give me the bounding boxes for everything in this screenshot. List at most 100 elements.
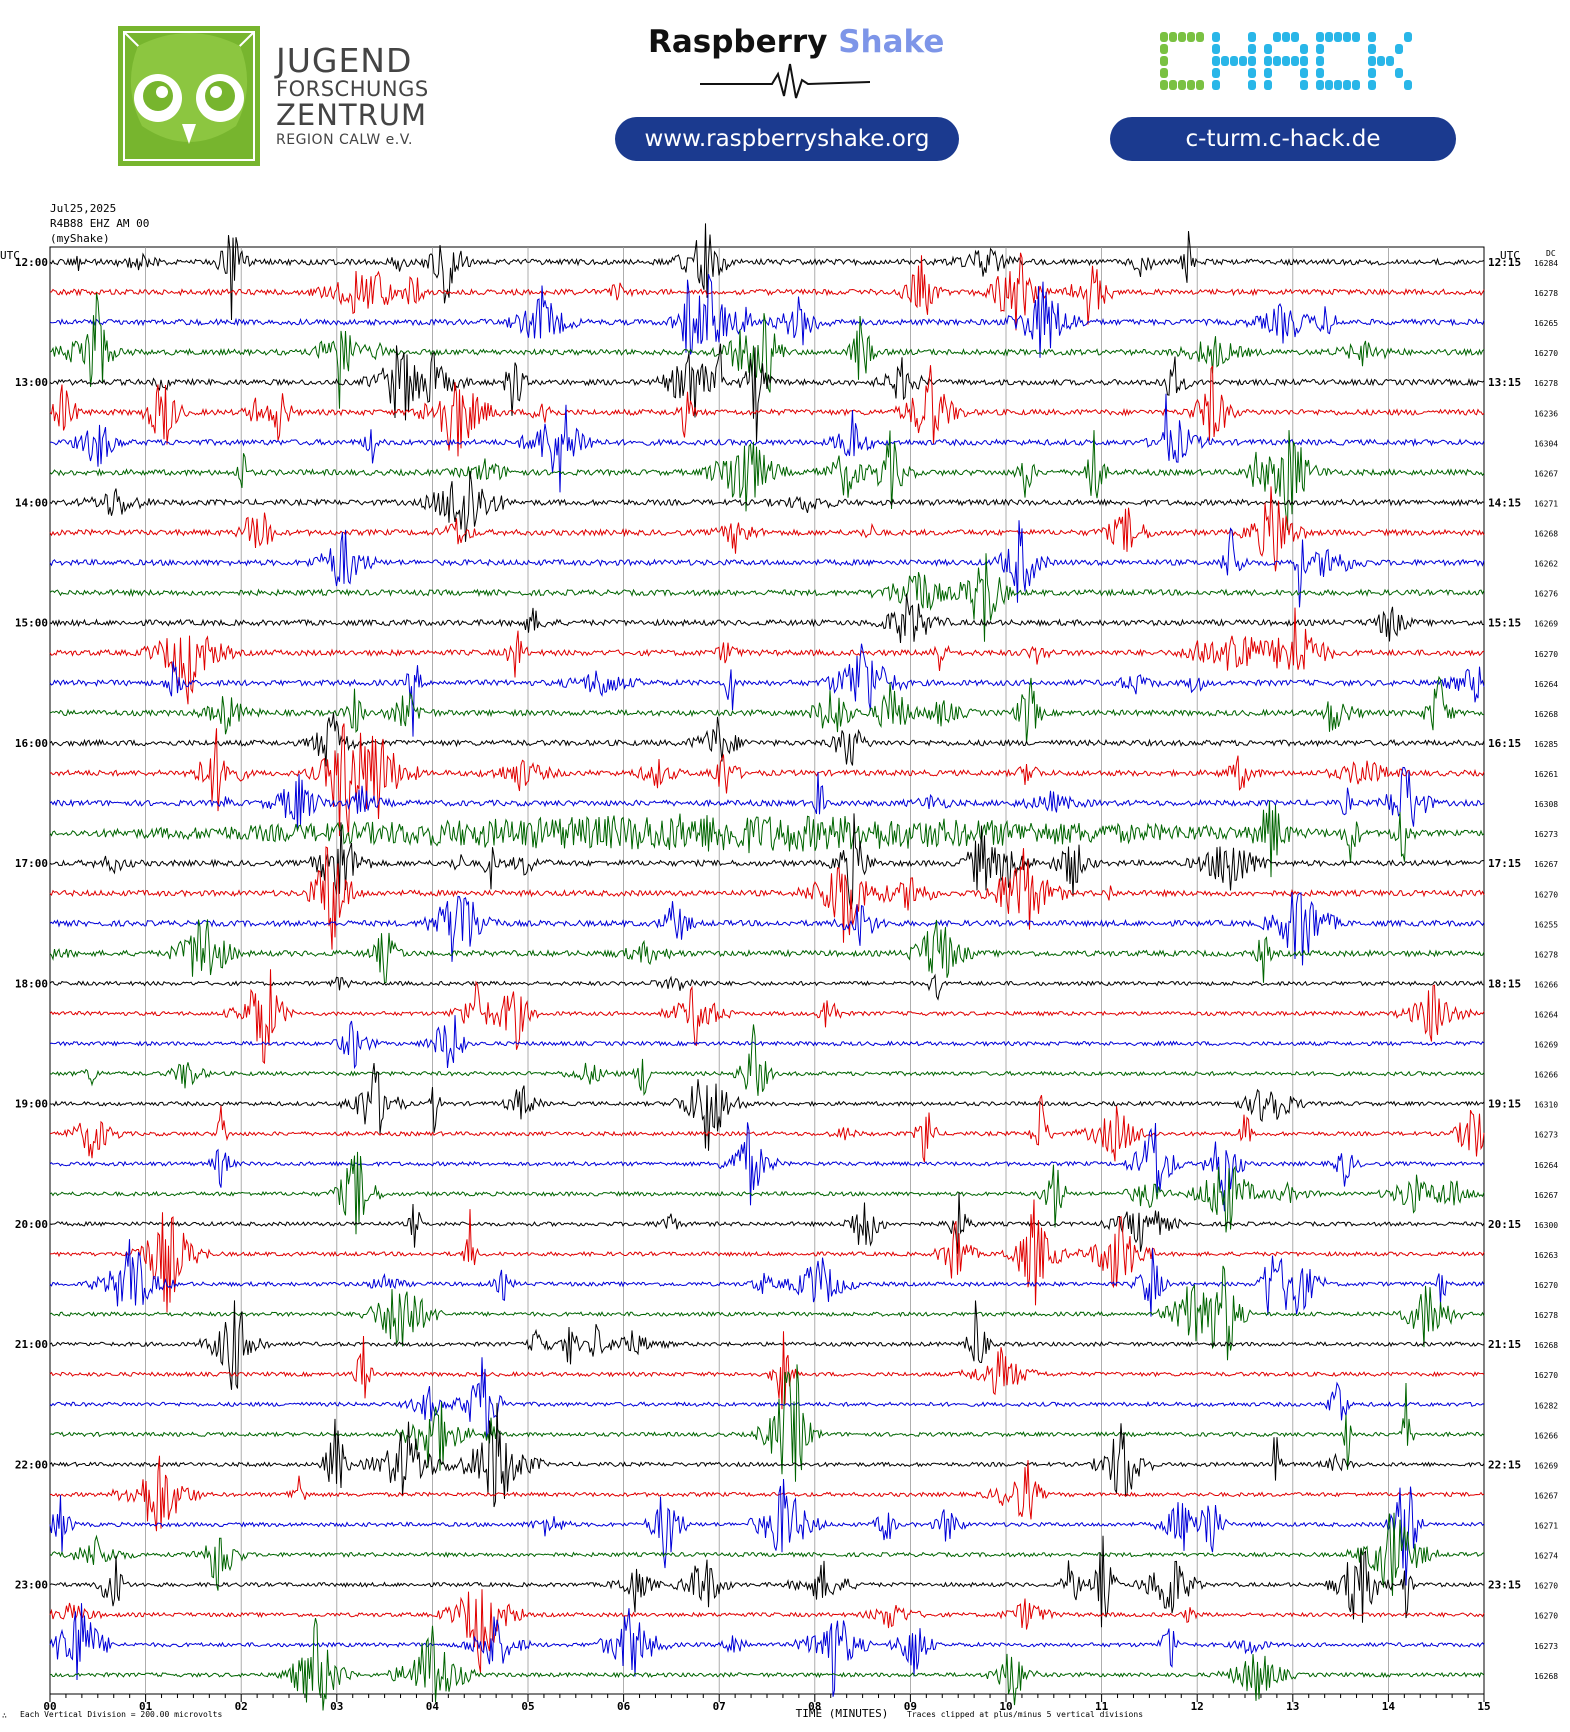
x-tick-label: 07 — [713, 1700, 726, 1713]
clip-note: Traces clipped at plus/minus 5 vertical … — [907, 1710, 1143, 1719]
dc-offset-label: 16271 — [1534, 499, 1558, 508]
seismic-trace — [49, 1095, 1485, 1163]
seismic-trace — [49, 766, 1485, 831]
seismic-trace — [49, 1024, 1485, 1096]
x-tick-label: 11 — [1095, 1700, 1109, 1713]
dc-offset-label: 16270 — [1534, 890, 1558, 899]
dc-offset-label: 16270 — [1534, 1582, 1558, 1591]
seismic-trace — [49, 723, 1485, 837]
seismic-trace — [49, 1331, 1485, 1410]
seismic-trace — [49, 343, 1485, 443]
seismic-trace — [49, 1512, 1485, 1596]
dc-offset-label: 16273 — [1534, 830, 1558, 839]
dc-offset-label: 16255 — [1534, 920, 1558, 929]
left-hour-label: 13:00 — [15, 376, 48, 389]
dc-offset-label: 16267 — [1534, 469, 1558, 478]
seismic-trace — [49, 1402, 1485, 1508]
left-hour-label: 22:00 — [15, 1458, 48, 1471]
x-tick-label: 10 — [999, 1700, 1012, 1713]
seismic-trace — [49, 1300, 1485, 1390]
seismic-trace — [49, 1478, 1485, 1586]
left-hour-label: 17:00 — [15, 857, 48, 870]
dc-offset-label: 16262 — [1534, 560, 1558, 569]
seismic-trace — [49, 470, 1485, 542]
plot-source: (myShake) — [50, 232, 110, 245]
right-hour-label: 22:15 — [1488, 1458, 1521, 1471]
left-hour-label: 23:00 — [15, 1579, 48, 1592]
seismic-trace — [49, 1603, 1485, 1697]
left-hour-label: 18:00 — [15, 977, 48, 990]
right-hour-label: 15:15 — [1488, 617, 1521, 630]
x-axis-title: TIME (MINUTES) — [796, 1707, 889, 1720]
left-hour-label: 12:00 — [15, 256, 48, 269]
label-layer: 12:00 13:00 14:00 15:00 16:00 17:00 18:00 19:00… — [15, 256, 1558, 1713]
dc-offset-label: 16270 — [1534, 349, 1558, 358]
dc-offset-label: 16267 — [1534, 1491, 1558, 1500]
x-tick-label: 05 — [521, 1700, 534, 1713]
dc-offset-label: 16273 — [1534, 1131, 1558, 1140]
right-hour-label: 16:15 — [1488, 737, 1521, 750]
right-hour-label: 17:15 — [1488, 857, 1521, 870]
owl-logo-icon — [118, 26, 260, 166]
dc-offset-label: 16270 — [1534, 1281, 1558, 1290]
x-tick-label: 03 — [330, 1700, 343, 1713]
seismic-trace — [49, 486, 1485, 572]
dc-offset-label: 16300 — [1534, 1221, 1558, 1230]
seismic-trace — [49, 1535, 1485, 1628]
seismic-trace — [49, 1364, 1485, 1482]
seismic-trace — [49, 292, 1485, 409]
seismic-wave-icon — [700, 63, 870, 99]
seismic-trace — [49, 1015, 1485, 1070]
x-tick-label: 14 — [1382, 1700, 1396, 1713]
org-line-3: ZENTRUM — [276, 98, 427, 132]
raspberryshake-url-link[interactable]: www.raspberryshake.org — [615, 117, 959, 161]
dc-offset-label: 16269 — [1534, 620, 1558, 629]
x-tick-label: 00 — [43, 1700, 56, 1713]
corner-mark: ∴ — [2, 1711, 7, 1720]
dc-offset-label: 16276 — [1534, 590, 1558, 599]
seismic-trace — [49, 800, 1485, 878]
seismic-trace — [49, 1199, 1485, 1313]
seismic-trace — [49, 846, 1485, 950]
dc-offset-label: 16310 — [1534, 1101, 1558, 1110]
x-tick-label: 09 — [904, 1700, 917, 1713]
seismic-trace — [49, 1357, 1485, 1438]
brand-raspberry: Raspberry — [648, 24, 828, 60]
seismic-trace — [49, 1122, 1485, 1212]
dc-offset-label: 16304 — [1534, 439, 1558, 448]
dc-offset-label: 16270 — [1534, 1371, 1558, 1380]
org-line-1: JUGEND — [276, 41, 413, 80]
dc-offset-label: 16267 — [1534, 860, 1558, 869]
dc-offset-label: 16269 — [1534, 1041, 1558, 1050]
seismic-trace — [49, 393, 1485, 493]
seismic-trace — [49, 1589, 1485, 1673]
right-hour-label: 12:15 — [1488, 256, 1521, 269]
dc-offset-label: 16264 — [1534, 1011, 1558, 1020]
dc-offset-label: 16271 — [1534, 1522, 1558, 1531]
x-tick-label: 04 — [426, 1700, 440, 1713]
dc-offset-label: 16267 — [1534, 1191, 1558, 1200]
seismic-trace — [49, 891, 1485, 966]
right-hour-label: 14:15 — [1488, 496, 1521, 509]
plot-date: Jul25,2025 — [50, 202, 116, 215]
right-utc-label: UTC — [1500, 249, 1520, 262]
dc-offset-label: 16278 — [1534, 289, 1558, 298]
seismic-trace — [49, 273, 1485, 358]
organization-name: JUGEND FORSCHUNGS ZENTRUM REGION CALW e.… — [276, 44, 429, 147]
seismic-trace — [49, 1239, 1485, 1317]
x-tick-label: 08 — [808, 1700, 821, 1713]
dc-offset-label: 16268 — [1534, 1672, 1558, 1681]
chack-url-link[interactable]: c-turm.c-hack.de — [1110, 117, 1456, 161]
dc-offset-label: 16265 — [1534, 319, 1558, 328]
seismic-trace — [49, 365, 1485, 457]
seismic-trace — [49, 973, 1485, 1001]
dc-offset-label: 16270 — [1534, 1612, 1558, 1621]
grid-layer — [49, 246, 1485, 1702]
dc-offset-label: 16308 — [1534, 800, 1558, 809]
left-hour-label: 16:00 — [15, 737, 48, 750]
seismic-trace — [49, 1265, 1485, 1361]
dc-offset-label: 16284 — [1534, 259, 1558, 268]
left-hour-label: 15:00 — [15, 617, 48, 630]
dc-offset-label: 16264 — [1534, 1161, 1558, 1170]
dc-offset-label: 16261 — [1534, 770, 1558, 779]
